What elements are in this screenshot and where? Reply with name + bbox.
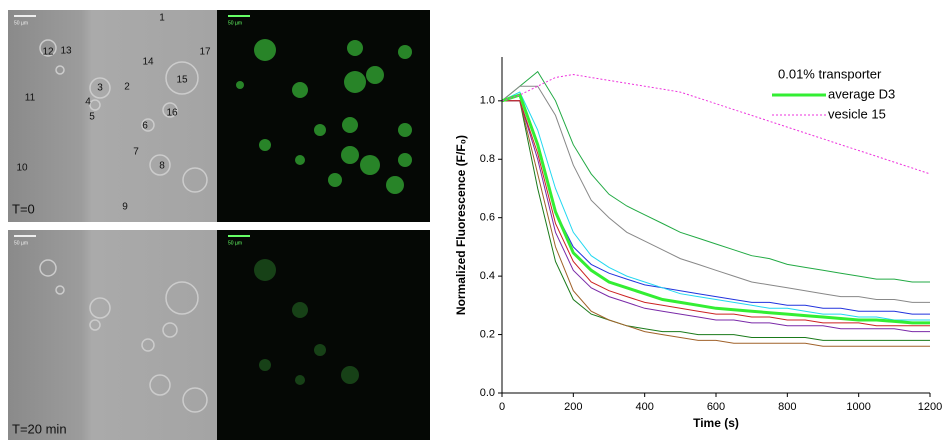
- vesicle-label: 11: [25, 93, 36, 104]
- vesicle-label: 7: [133, 147, 139, 158]
- vesicle: [292, 82, 308, 98]
- series-line: [501, 94, 930, 315]
- vesicle: [55, 285, 65, 295]
- y-tick-label: 0.4: [480, 270, 495, 282]
- vesicle: [162, 102, 178, 118]
- vesicle: [254, 39, 276, 61]
- vesicle-label: 12: [42, 47, 54, 58]
- vesicle: [398, 123, 412, 137]
- legend-label: vesicle 15: [828, 106, 886, 121]
- vesicle: [295, 375, 305, 385]
- vesicle: [39, 39, 57, 57]
- vesicle: [89, 319, 101, 331]
- vesicle-label: 6: [142, 121, 148, 132]
- vesicle-label: 8: [159, 161, 165, 172]
- series-line: [502, 100, 930, 333]
- vesicle: [259, 139, 271, 151]
- vesicle-label: 2: [124, 82, 130, 93]
- vesicle: [341, 366, 359, 384]
- vesicle: [295, 155, 305, 165]
- vesicle-label: 1: [159, 13, 165, 24]
- vesicle: [89, 297, 111, 319]
- vesicle: [55, 65, 65, 75]
- series-line: [502, 100, 930, 327]
- vesicle: [149, 154, 171, 176]
- x-tick-label: 600: [707, 401, 725, 413]
- vesicle: [398, 153, 412, 167]
- vesicle: [314, 344, 326, 356]
- y-tick-label: 0.6: [480, 212, 495, 224]
- legend-label: average D3: [828, 86, 895, 101]
- series-line: [502, 100, 930, 341]
- vesicle: [89, 99, 101, 111]
- vesicle-label: 5: [89, 112, 95, 123]
- x-axis-label: Time (s): [693, 416, 739, 430]
- series-line: [501, 73, 931, 175]
- vesicle-label: 13: [60, 46, 72, 57]
- vesicle-label: 14: [142, 57, 154, 68]
- brightfield-image: [8, 230, 217, 440]
- series-line: [501, 70, 930, 283]
- vesicle: [386, 176, 404, 194]
- vesicle: [292, 302, 308, 318]
- y-axis-label: Normalized Fluorescence (F/F₀): [454, 135, 468, 315]
- x-tick-label: 800: [778, 401, 796, 413]
- vesicle: [141, 338, 155, 352]
- vesicle: [314, 124, 326, 136]
- vesicle-label: 9: [122, 202, 128, 213]
- fluorescence-image: [217, 230, 430, 440]
- x-tick-label: 1000: [846, 401, 870, 413]
- vesicle: [165, 281, 199, 315]
- time-label: T=0: [12, 201, 35, 216]
- legend-title: 0.01% transporter: [778, 66, 882, 81]
- vesicle: [360, 155, 380, 175]
- vesicle: [162, 322, 178, 338]
- vesicle-label: 15: [176, 75, 188, 86]
- vesicle: [344, 71, 366, 93]
- vesicle: [165, 61, 199, 95]
- vesicle: [182, 387, 208, 413]
- scale-bar-label: 50 µm: [228, 240, 242, 246]
- x-tick-label: 200: [564, 401, 582, 413]
- x-tick-label: 400: [635, 401, 653, 413]
- vesicle-label: 3: [97, 83, 103, 94]
- vesicle: [182, 167, 208, 193]
- x-tick-label: 1200: [918, 401, 942, 413]
- vesicle-label: 4: [85, 97, 91, 108]
- vesicle: [39, 259, 57, 277]
- time-label: T=20 min: [12, 421, 67, 436]
- scale-bar-label: 50 µm: [14, 20, 28, 26]
- scale-bar-label: 50 µm: [228, 20, 242, 26]
- series-line: [501, 91, 930, 321]
- x-tick-label: 0: [499, 401, 505, 413]
- vesicle: [141, 118, 155, 132]
- vesicle: [149, 374, 171, 396]
- series-line: [502, 100, 930, 347]
- scale-bar-label: 50 µm: [14, 240, 28, 246]
- vesicle-label: 16: [166, 108, 178, 119]
- vesicle: [398, 45, 412, 59]
- vesicle: [341, 146, 359, 164]
- vesicle: [347, 40, 363, 56]
- vesicle-label: 10: [16, 163, 28, 174]
- vesicle: [236, 81, 244, 89]
- vesicle-label: 17: [199, 47, 211, 58]
- series-line: [501, 85, 930, 303]
- y-tick-label: 0.0: [480, 387, 495, 399]
- y-tick-label: 0.8: [480, 153, 495, 165]
- vesicle: [254, 259, 276, 281]
- series-line: [501, 93, 930, 325]
- brightfield-image: [8, 10, 217, 222]
- y-tick-label: 1.0: [480, 95, 495, 107]
- vesicle: [342, 117, 358, 133]
- vesicle: [89, 77, 111, 99]
- vesicle: [328, 173, 342, 187]
- vesicle: [259, 359, 271, 371]
- y-tick-label: 0.2: [480, 328, 495, 340]
- vesicles: [39, 39, 412, 413]
- vesicle: [366, 66, 384, 84]
